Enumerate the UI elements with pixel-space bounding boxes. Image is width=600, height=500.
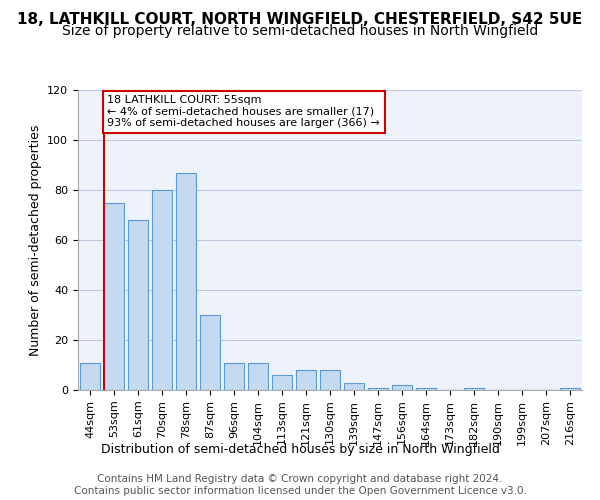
- Y-axis label: Number of semi-detached properties: Number of semi-detached properties: [29, 124, 41, 356]
- Text: Size of property relative to semi-detached houses in North Wingfield: Size of property relative to semi-detach…: [62, 24, 538, 38]
- Text: 18, LATHKILL COURT, NORTH WINGFIELD, CHESTERFIELD, S42 5UE: 18, LATHKILL COURT, NORTH WINGFIELD, CHE…: [17, 12, 583, 28]
- Text: Contains HM Land Registry data © Crown copyright and database right 2024.
Contai: Contains HM Land Registry data © Crown c…: [74, 474, 526, 496]
- Bar: [392, 385, 412, 390]
- Bar: [104, 202, 124, 390]
- Bar: [176, 172, 196, 390]
- Bar: [152, 190, 172, 390]
- Bar: [464, 388, 484, 390]
- Bar: [272, 375, 292, 390]
- Bar: [128, 220, 148, 390]
- Bar: [560, 388, 580, 390]
- Bar: [200, 315, 220, 390]
- Bar: [248, 362, 268, 390]
- Bar: [80, 362, 100, 390]
- Bar: [416, 388, 436, 390]
- Text: Distribution of semi-detached houses by size in North Wingfield: Distribution of semi-detached houses by …: [101, 442, 499, 456]
- Bar: [224, 362, 244, 390]
- Bar: [368, 388, 388, 390]
- Bar: [296, 370, 316, 390]
- Text: 18 LATHKILL COURT: 55sqm
← 4% of semi-detached houses are smaller (17)
93% of se: 18 LATHKILL COURT: 55sqm ← 4% of semi-de…: [107, 95, 380, 128]
- Bar: [320, 370, 340, 390]
- Bar: [344, 382, 364, 390]
